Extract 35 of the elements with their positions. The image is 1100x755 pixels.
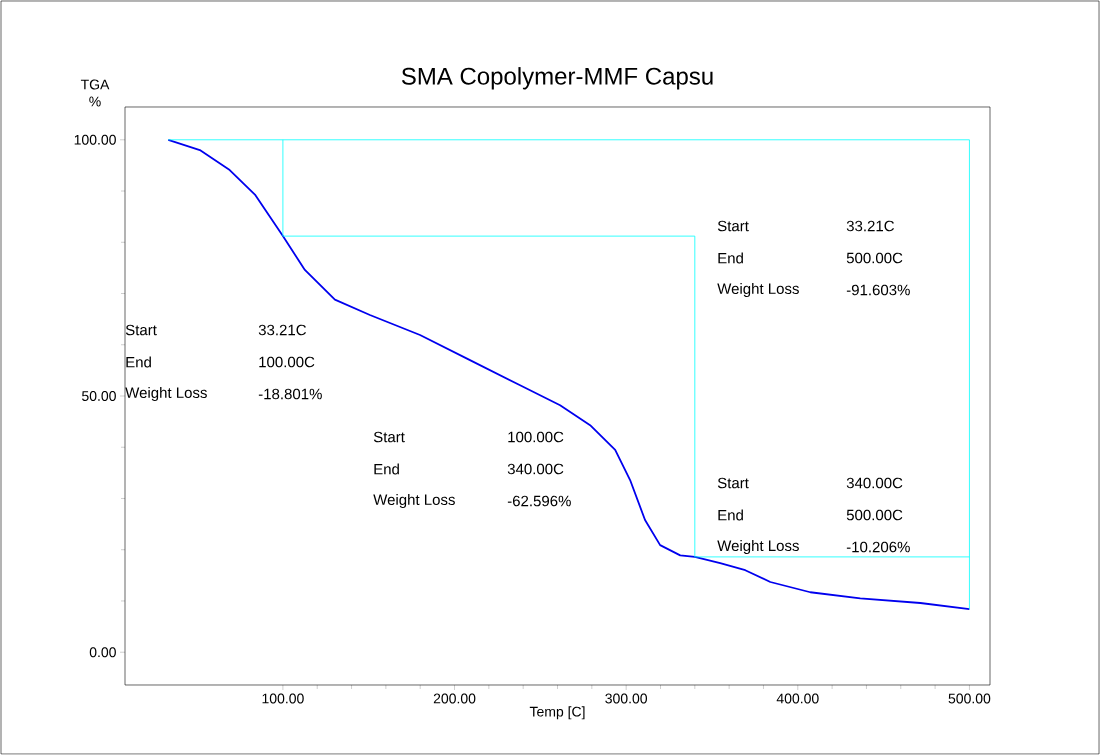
annotation: -10.206% [846, 541, 910, 553]
annotation: Start [717, 220, 749, 232]
y-tick-label: 50.00 [82, 391, 116, 401]
annotation: 100.00C [259, 356, 315, 368]
annotation: Start [125, 324, 157, 336]
x-axis-title: Temp [C] [529, 706, 585, 720]
annotation: -18.801% [258, 388, 322, 400]
annotation: Start [717, 477, 749, 489]
x-tick-label: 400.00 [776, 693, 819, 704]
y-axis-title: TGA % [80, 79, 110, 107]
annotation: Start [373, 431, 405, 443]
y-tick-label: 100.00 [74, 134, 116, 145]
annotation: 33.21C [846, 220, 894, 232]
y-tick-label: 0.00 [89, 647, 116, 658]
annotation: Weight Loss [717, 283, 799, 297]
annotation: 100.00C [508, 431, 564, 443]
x-tick-label: 500.00 [948, 693, 991, 704]
chart-title: SMA Copolymer-MMF Capsu [401, 67, 713, 90]
annotation: 500.00C [846, 252, 903, 264]
x-tick-label: 300.00 [605, 693, 648, 704]
x-tick-label: 200.00 [433, 693, 476, 704]
annotation: -62.596% [507, 495, 571, 507]
annotation: 33.21C [258, 324, 306, 336]
x-tick-label: 100.00 [262, 693, 304, 704]
annotation: -91.603% [846, 284, 910, 296]
annotation: End [718, 509, 743, 521]
annotation: 340.00C [507, 463, 564, 475]
annotation: 340.00C [846, 477, 903, 489]
annotation: End [126, 356, 151, 368]
annotation: Weight Loss [373, 494, 455, 508]
annotation: 500.00C [846, 509, 903, 521]
annotation: Weight Loss [125, 387, 207, 401]
annotation: End [374, 463, 399, 475]
annotation: Weight Loss [717, 540, 799, 554]
annotation: End [718, 252, 743, 264]
